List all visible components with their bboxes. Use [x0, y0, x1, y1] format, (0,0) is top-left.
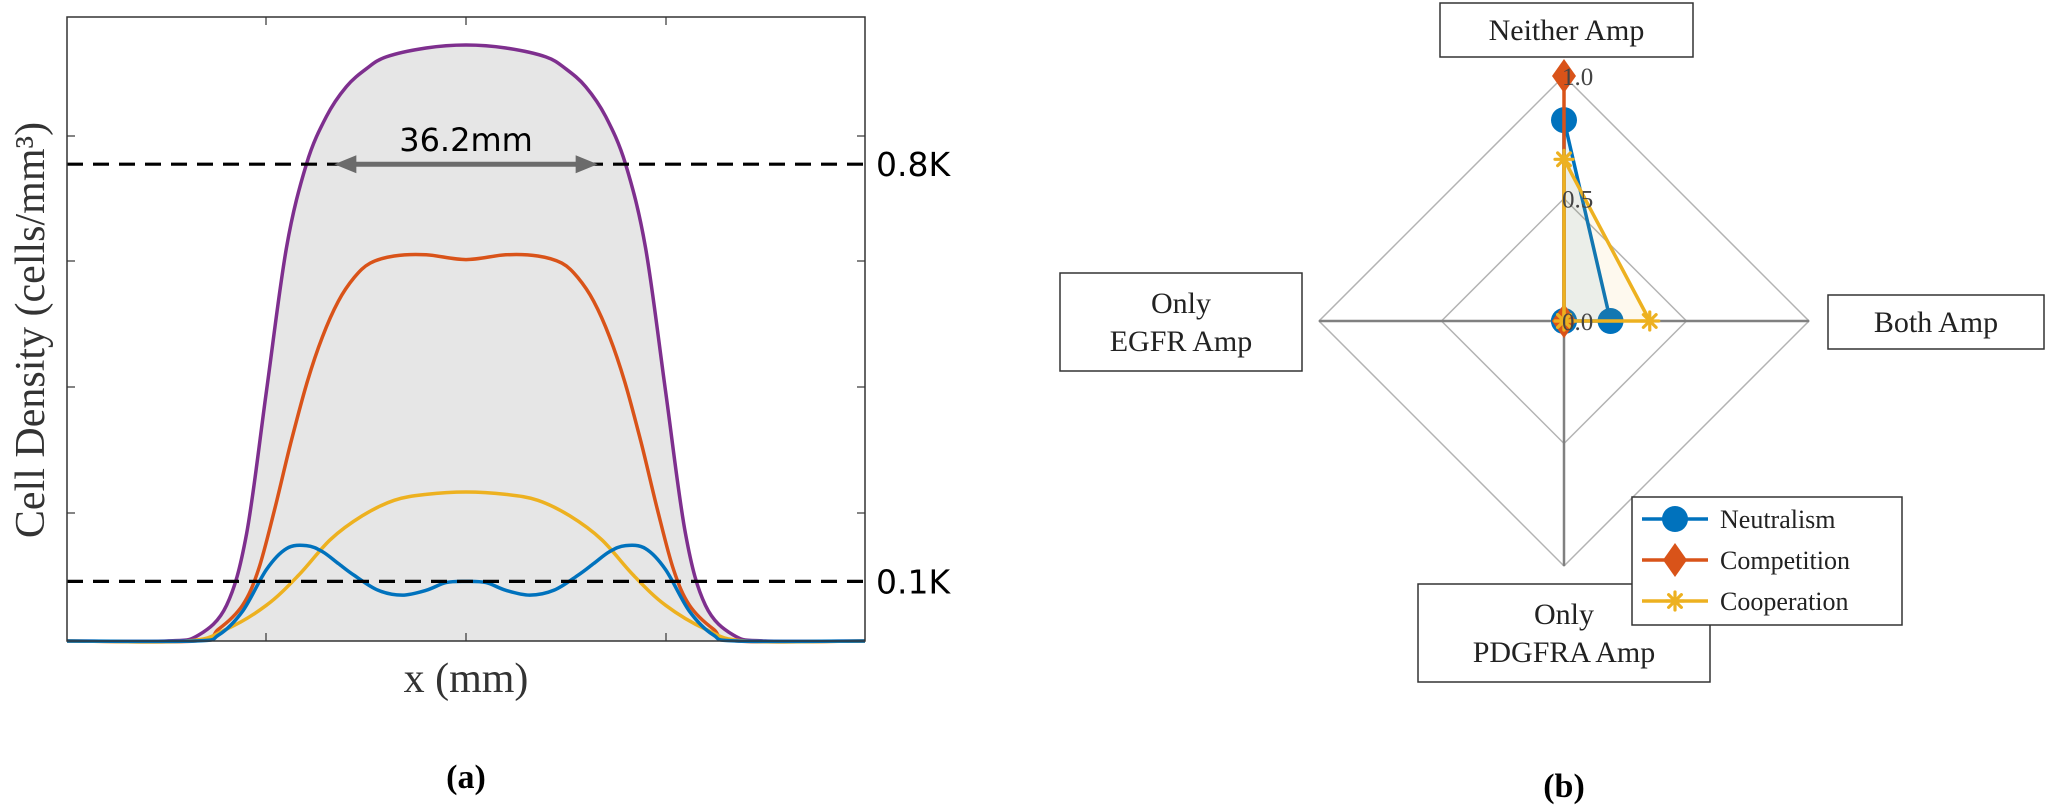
legend-entry-0: Neutralism [1642, 505, 1836, 534]
density-curve-2 [66, 490, 866, 644]
density-curve-1 [66, 252, 866, 644]
panel-label-a: (a) [446, 759, 486, 796]
radar-tick-label-1: 0.5 [1562, 187, 1593, 214]
radar-tick-label-0: 0.0 [1562, 309, 1593, 336]
radar-point-1-0 [1552, 59, 1576, 93]
radar-point-2-0 [1553, 148, 1575, 170]
annotation-arrow-right-head [575, 155, 598, 174]
radar-axis-label-3: Only EGFR Amp [1059, 272, 1303, 372]
reference-line-label-1: 0.1K [876, 562, 951, 601]
envelope-area [67, 45, 865, 642]
radar-axis-label-0: Neither Amp [1439, 2, 1694, 58]
y-axis-label: Cell Density (cells/mm³) [8, 122, 54, 538]
legend: Neutralism Competition Cooperation [1631, 496, 1903, 626]
panel-label-b: (b) [1543, 768, 1585, 805]
svg-text:Only: Only [1151, 287, 1211, 320]
x-axis-label: x (mm) [404, 656, 529, 702]
legend-entry-2: Cooperation [1642, 587, 1849, 616]
radar-axis-label-1: Both Amp [1827, 294, 2045, 350]
svg-text:Neither Amp: Neither Amp [1489, 14, 1645, 47]
radar-chart: 0.0 0.5 1.0 Neither Amp Both Amp Only PDGFRA … [1059, 2, 2045, 805]
svg-text:PDGFRA Amp: PDGFRA Amp [1473, 636, 1656, 669]
radar-axis-labels: Neither Amp Both Amp Only PDGFRA Amp Only EGF… [1059, 2, 2045, 683]
radar-point-2-1 [1639, 310, 1661, 332]
density-curve-0 [66, 43, 866, 644]
width-annotation: 36.2mm [334, 121, 598, 174]
density-chart: 0.8K 0.1K 36.2mm x (mm) Cell Density (cel… [8, 16, 951, 796]
radar-point-2-3 [1553, 310, 1575, 332]
radar-series-layer [1551, 59, 1661, 338]
annotation-arrow-left-head [334, 155, 357, 174]
y-axis-ticks [67, 135, 865, 514]
svg-text:Cooperation: Cooperation [1720, 587, 1849, 616]
legend-marker-1 [1663, 543, 1687, 577]
radar-tick-labels: 0.0 0.5 1.0 [1562, 64, 1593, 336]
radar-series-2 [1562, 157, 1652, 323]
svg-text:Competition: Competition [1720, 546, 1850, 575]
svg-text:EGFR Amp: EGFR Amp [1110, 325, 1253, 358]
radar-tick-label-2: 1.0 [1562, 64, 1593, 91]
x-axis-ticks [265, 17, 667, 641]
svg-text:Both Amp: Both Amp [1874, 306, 1998, 339]
annotation-label: 36.2mm [399, 121, 533, 159]
legend-marker-0 [1662, 506, 1688, 532]
svg-text:Neutralism: Neutralism [1720, 505, 1836, 534]
reference-line-label-0: 0.8K [876, 145, 951, 184]
svg-text:Only: Only [1534, 598, 1594, 631]
legend-marker-2 [1664, 590, 1686, 612]
legend-entry-1: Competition [1642, 543, 1850, 577]
